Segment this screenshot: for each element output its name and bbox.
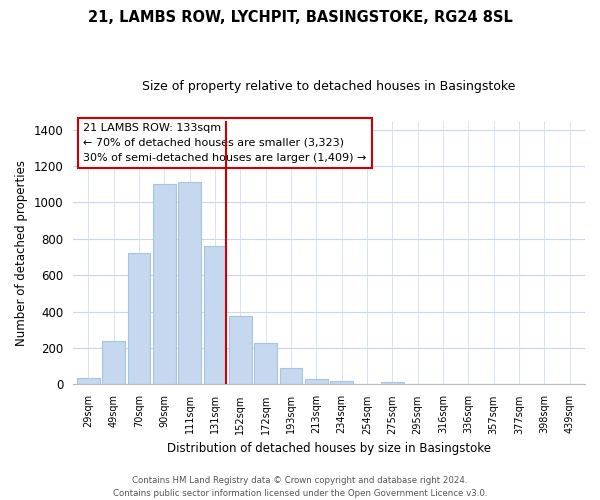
Bar bbox=[203, 246, 226, 384]
Bar bbox=[305, 379, 328, 384]
Text: 21, LAMBS ROW, LYCHPIT, BASINGSTOKE, RG24 8SL: 21, LAMBS ROW, LYCHPIT, BASINGSTOKE, RG2… bbox=[88, 10, 512, 25]
Bar bbox=[153, 184, 176, 384]
Bar bbox=[128, 254, 151, 384]
Bar bbox=[77, 378, 100, 384]
Bar bbox=[254, 342, 277, 384]
Bar bbox=[102, 341, 125, 384]
Bar bbox=[381, 382, 404, 384]
Bar bbox=[280, 368, 302, 384]
Text: Contains HM Land Registry data © Crown copyright and database right 2024.
Contai: Contains HM Land Registry data © Crown c… bbox=[113, 476, 487, 498]
Bar bbox=[178, 182, 201, 384]
Text: 21 LAMBS ROW: 133sqm
← 70% of detached houses are smaller (3,323)
30% of semi-de: 21 LAMBS ROW: 133sqm ← 70% of detached h… bbox=[83, 123, 367, 163]
Y-axis label: Number of detached properties: Number of detached properties bbox=[15, 160, 28, 346]
Bar bbox=[330, 381, 353, 384]
Bar bbox=[229, 316, 252, 384]
Title: Size of property relative to detached houses in Basingstoke: Size of property relative to detached ho… bbox=[142, 80, 516, 93]
X-axis label: Distribution of detached houses by size in Basingstoke: Distribution of detached houses by size … bbox=[167, 442, 491, 455]
